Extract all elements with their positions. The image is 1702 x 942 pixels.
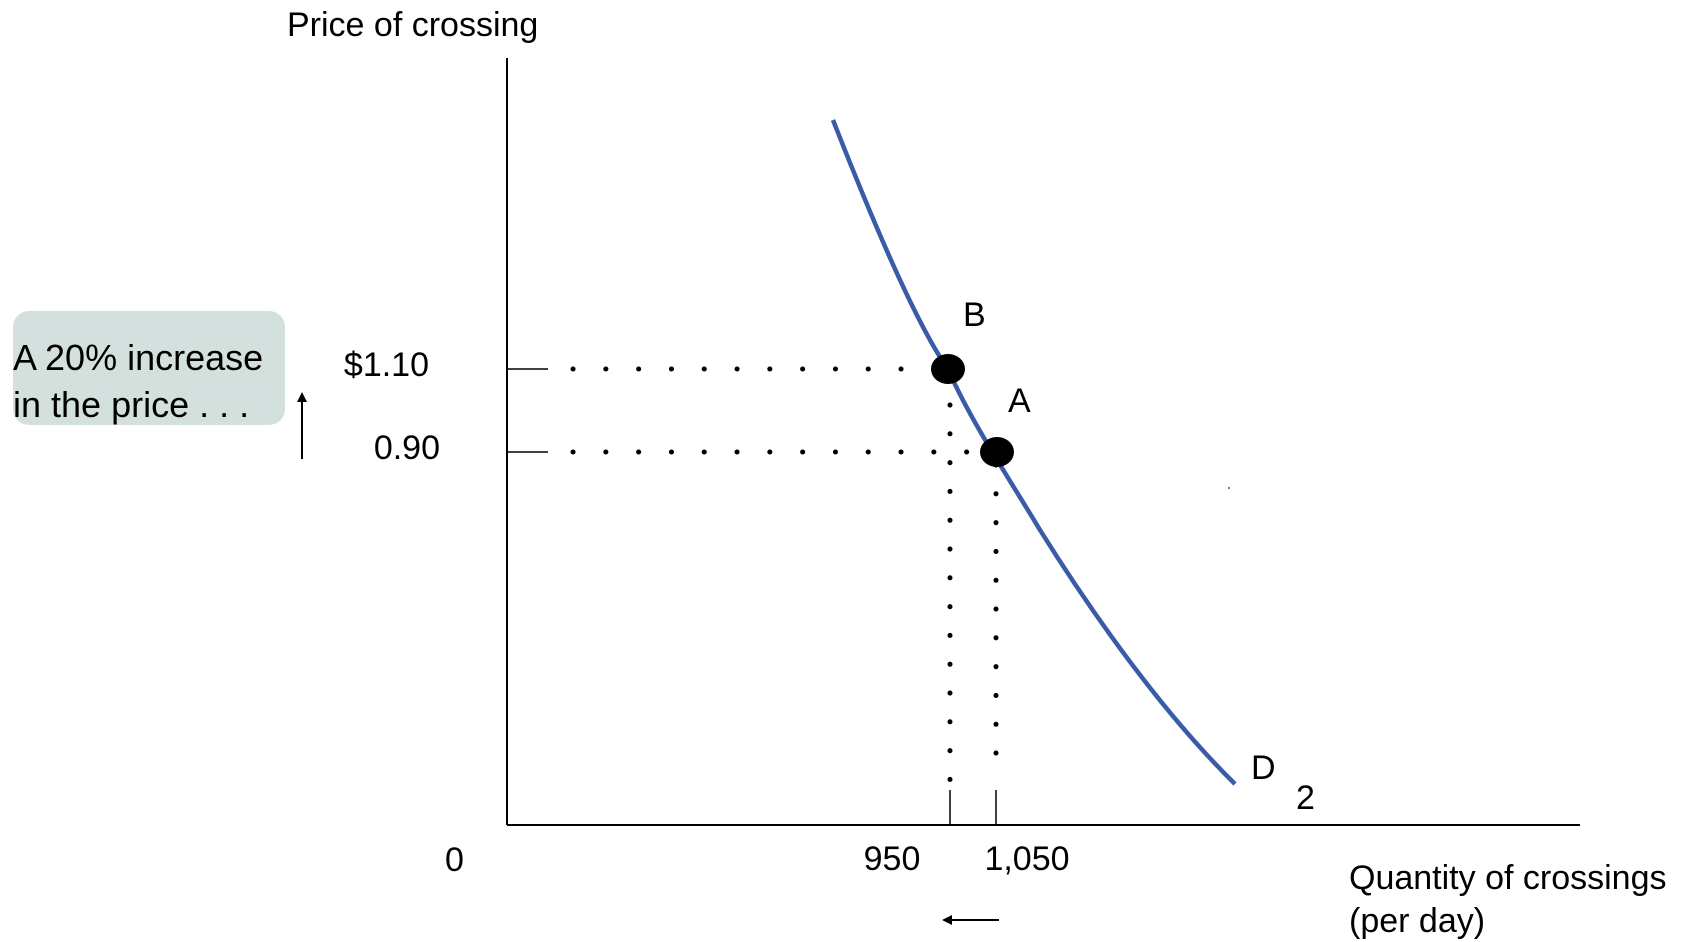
- curve-label-subscript: 2: [1296, 779, 1315, 817]
- origin-label: 0: [445, 841, 464, 879]
- demand-curve: [830, 119, 1237, 786]
- annotation-box: [13, 311, 285, 425]
- x-tick-label-1: 950: [864, 840, 921, 878]
- x-tick-label-2: 1,050: [984, 840, 1069, 878]
- point-a-label: A: [1008, 382, 1031, 420]
- stray-dot: [1228, 487, 1230, 489]
- x-axis-subtitle: (per day): [1349, 902, 1485, 940]
- y-tick-label-1: $1.10: [344, 346, 429, 384]
- y-tick-label-2: 0.90: [374, 429, 440, 467]
- annotation-line2: in the price . . .: [13, 384, 250, 425]
- x-axis-title: Quantity of crossings: [1349, 859, 1666, 897]
- annotation-text: A 20% increase in the price . . .: [13, 334, 263, 428]
- point-b-marker: [931, 354, 965, 384]
- point-a-marker: [980, 437, 1014, 467]
- point-b-label: B: [963, 296, 986, 334]
- y-axis-title: Price of crossing: [287, 6, 538, 44]
- curve-label: D: [1251, 749, 1276, 787]
- annotation-line1: A 20% increase: [13, 337, 264, 378]
